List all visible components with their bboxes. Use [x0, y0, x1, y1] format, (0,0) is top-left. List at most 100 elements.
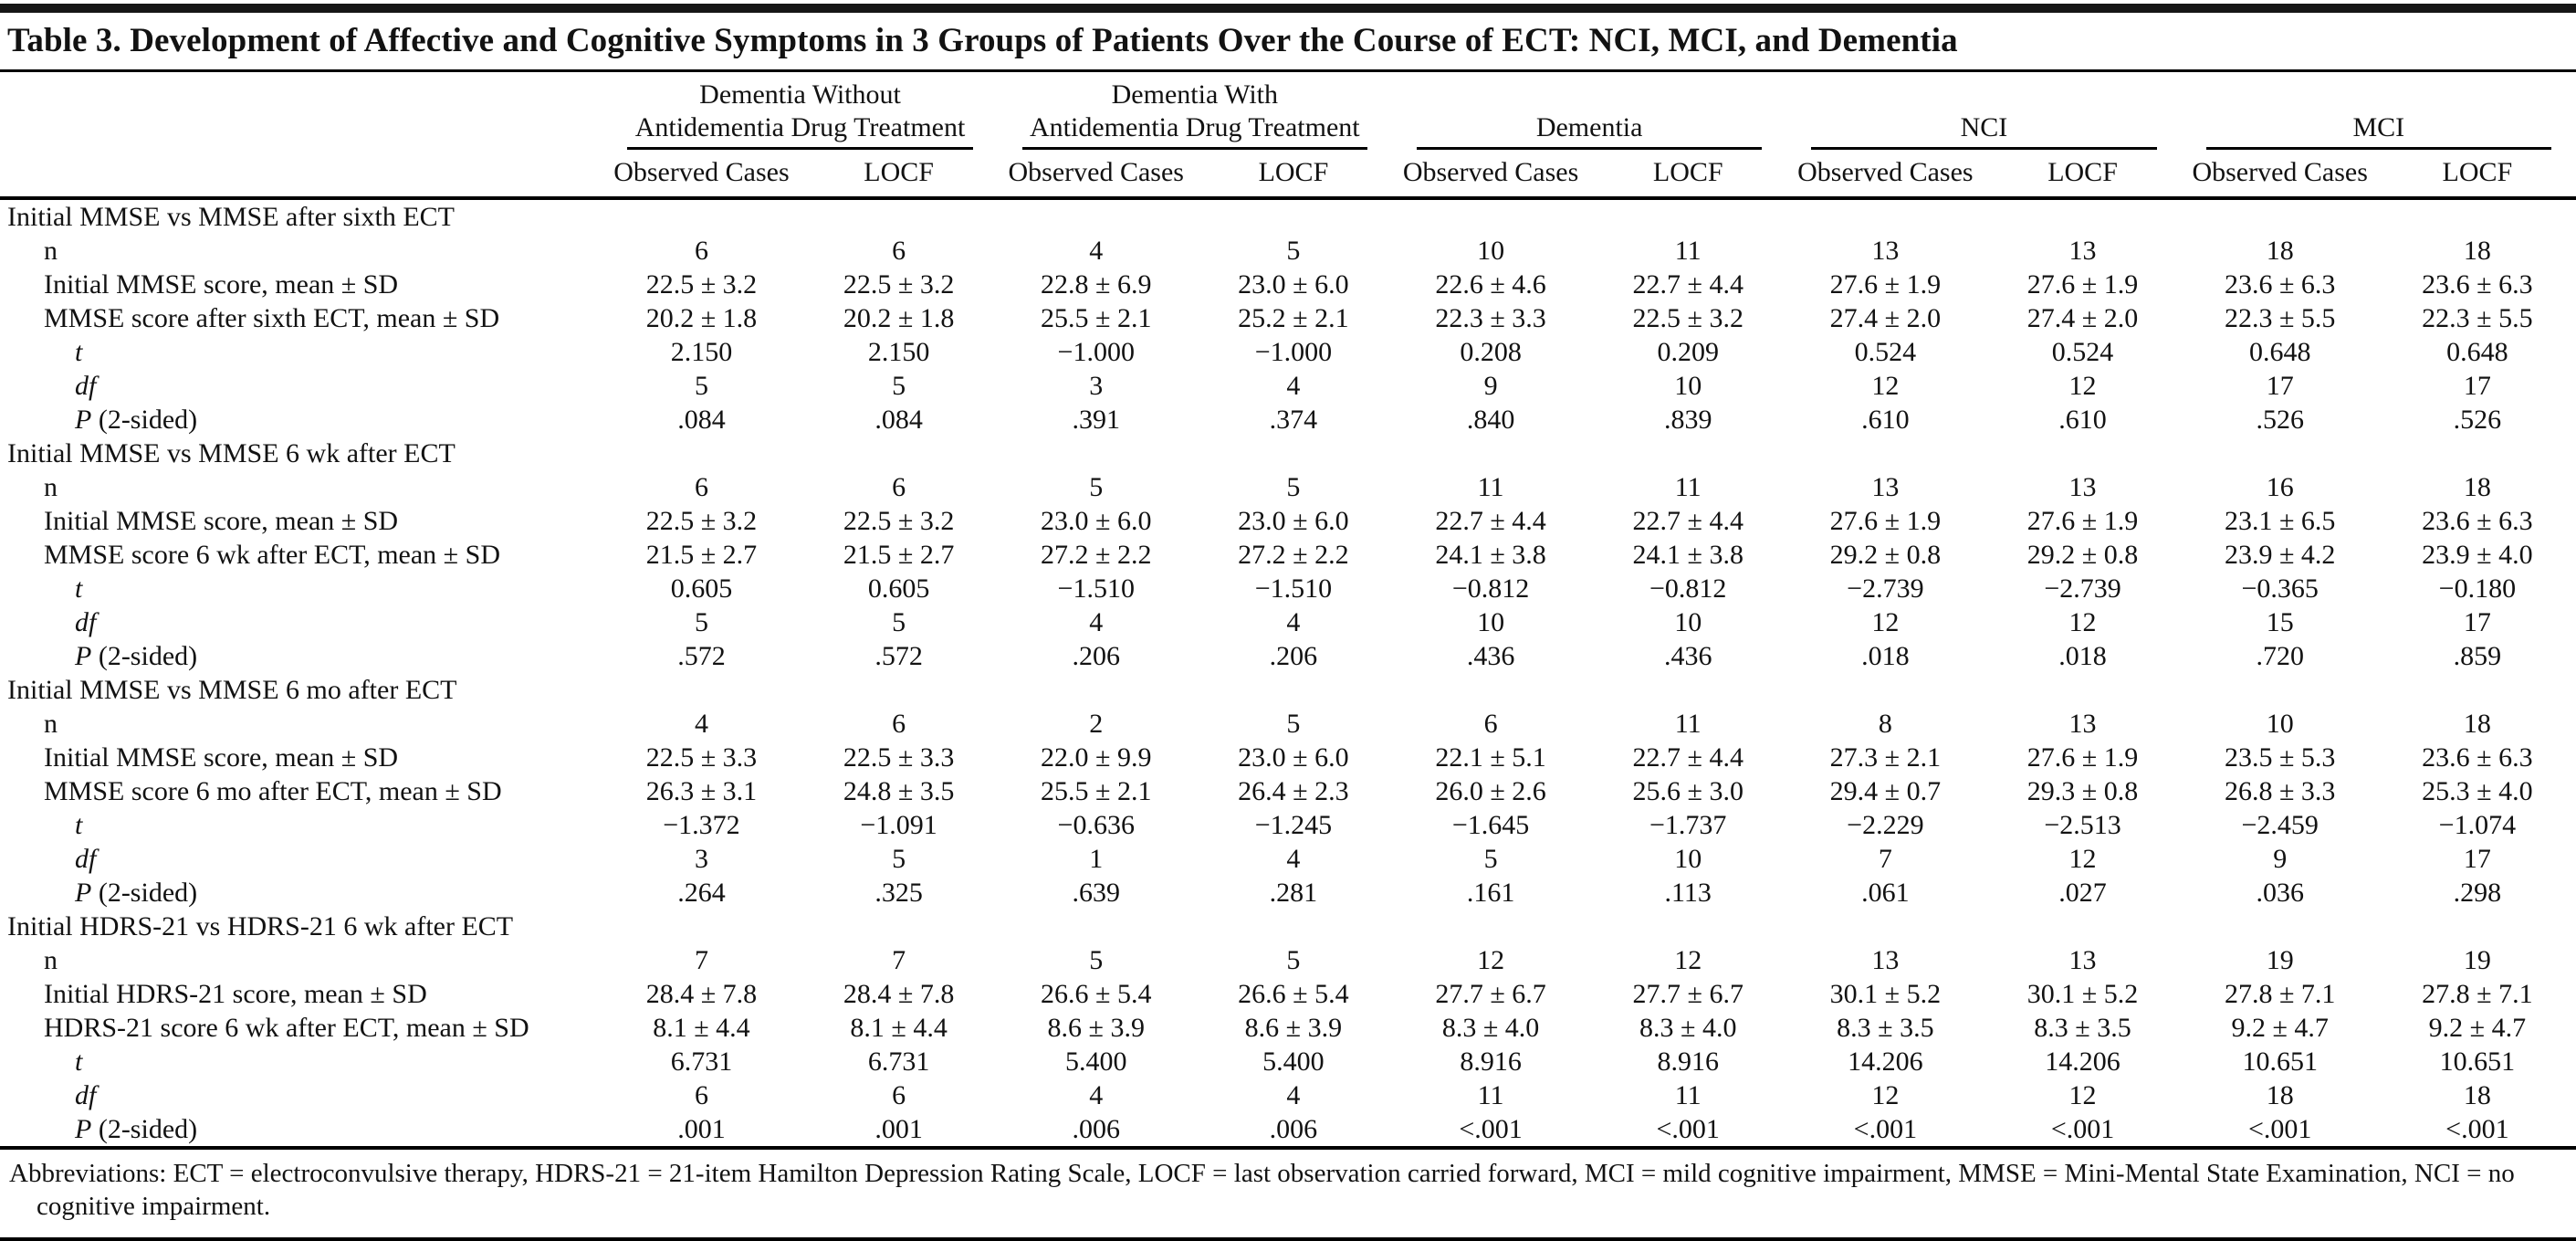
row-label: df: [75, 844, 97, 874]
cell: 12: [1871, 607, 1900, 637]
cell: 22.0 ± 9.9: [1041, 742, 1152, 773]
cell: 11: [1477, 472, 1504, 502]
table-row: t 0.605 0.605 −1.510 −1.510 −0.812 −0.812 −2.73…: [0, 572, 2576, 605]
cell: −2.513: [2044, 810, 2121, 840]
cell: 8.916: [1657, 1046, 1719, 1077]
cell: 27.4 ± 2.0: [1829, 303, 1942, 333]
group-label: MCI: [2205, 79, 2551, 150]
cell: 14.206: [1848, 1046, 1923, 1077]
cell: 0.605: [670, 573, 733, 604]
cell: 22.7 ± 4.4: [1632, 269, 1744, 300]
table-row: Initial MMSE score, mean ± SD 22.5 ± 3.3 2…: [0, 741, 2576, 774]
cell: 13: [1871, 945, 1900, 975]
cell: −1.510: [1057, 573, 1135, 604]
cell: 8.3 ± 4.0: [1441, 1013, 1540, 1043]
cell: 22.5 ± 3.2: [645, 506, 758, 536]
cell: 11: [1674, 236, 1702, 266]
cell: <.001: [2445, 1114, 2509, 1144]
table-row: t 6.731 6.731 5.400 5.400 8.916 8.916 14.206 14.…: [0, 1045, 2576, 1078]
cell: 27.4 ± 2.0: [2026, 303, 2139, 333]
cell: .084: [677, 405, 726, 435]
results-table: Dementia Without Antidementia Drug Treat…: [0, 72, 2576, 1146]
table-row: P (2-sided) .264 .325 .639 .281 .161 .113 .061.…: [0, 876, 2576, 910]
table-row: MMSE score after sixth ECT, mean ± SD 20.…: [0, 301, 2576, 335]
cell: 7: [892, 945, 906, 975]
cell: 21.5 ± 2.7: [843, 540, 955, 570]
cell: 9.2 ± 4.7: [2231, 1013, 2329, 1043]
cell: .526: [2453, 405, 2502, 435]
cell: .061: [1861, 878, 1910, 908]
group-header-dementia-with: Dementia With Antidementia Drug Treatmen…: [998, 72, 1392, 151]
cell: 22.5 ± 3.3: [843, 742, 955, 773]
cell: 26.6 ± 5.4: [1238, 979, 1349, 1009]
cell: 22.3 ± 5.5: [2224, 303, 2336, 333]
table-row: t −1.372 −1.091 −0.636 −1.245 −1.645 −1.737 −2.…: [0, 808, 2576, 842]
cell: .027: [2058, 878, 2107, 908]
cell: 1: [1089, 844, 1104, 874]
cell: 4: [1089, 607, 1104, 637]
cell: 23.5 ± 5.3: [2224, 742, 2336, 773]
cell: 27.7 ± 6.7: [1435, 979, 1546, 1009]
cell: 6: [694, 472, 708, 502]
row-label: df: [75, 607, 97, 637]
cell: 5: [892, 844, 906, 874]
cell: 22.1 ± 5.1: [1435, 742, 1546, 773]
cell: 5: [1089, 945, 1104, 975]
cell: 2: [1089, 709, 1104, 739]
cell: −0.180: [2438, 573, 2517, 604]
cell: 24.8 ± 3.5: [843, 776, 955, 806]
cell: −1.074: [2438, 810, 2517, 840]
cell: 8.3 ± 3.5: [2034, 1013, 2131, 1043]
cell: .436: [1663, 641, 1712, 671]
section-label: Initial MMSE vs MMSE after sixth ECT: [7, 202, 455, 232]
cell: .572: [874, 641, 923, 671]
cell: 18: [2266, 1080, 2294, 1110]
cell: 13: [2068, 709, 2097, 739]
row-label: Initial HDRS-21 score, mean ± SD: [44, 979, 427, 1009]
cell: .526: [2256, 405, 2304, 435]
cell: 23.0 ± 6.0: [1238, 269, 1349, 300]
cell: 13: [1871, 472, 1900, 502]
cell: 27.6 ± 1.9: [2026, 269, 2139, 300]
cell: 8: [1878, 709, 1892, 739]
cell: 8.6 ± 3.9: [1047, 1013, 1145, 1043]
cell: −2.739: [2044, 573, 2121, 604]
cell: .006: [1269, 1114, 1318, 1144]
cell: 22.7 ± 4.4: [1632, 506, 1744, 536]
cell: 21.5 ± 2.7: [645, 540, 758, 570]
cell: 6: [892, 472, 906, 502]
cell: 11: [1674, 472, 1702, 502]
cell: .281: [1269, 878, 1318, 908]
top-rule-bar: [0, 4, 2576, 13]
row-label: n: [44, 709, 58, 739]
cell: .036: [2256, 878, 2304, 908]
cell: 4: [1286, 371, 1301, 401]
row-label: P (2-sided): [75, 878, 198, 908]
cell: 12: [1674, 945, 1702, 975]
group-label: Dementia With Antidementia Drug Treatmen…: [1021, 79, 1367, 150]
cell: 5: [1286, 236, 1301, 266]
cell: 3: [1089, 371, 1104, 401]
cell: −1.372: [663, 810, 740, 840]
cell: .001: [874, 1114, 923, 1144]
group-header-mci: MCI: [2182, 72, 2576, 151]
cell: 5: [1286, 709, 1301, 739]
row-label: MMSE score after sixth ECT, mean ± SD: [44, 303, 500, 333]
row-label: P (2-sided): [75, 641, 198, 671]
cell: −2.739: [1847, 573, 1924, 604]
cell: 27.3 ± 2.1: [1829, 742, 1942, 773]
cell: 16: [2266, 472, 2294, 502]
page: Table 3. Development of Affective and Co…: [0, 4, 2576, 1241]
cell: 7: [1878, 844, 1892, 874]
row-label: t: [75, 1046, 83, 1077]
table-row: Initial HDRS-21 score, mean ± SD 28.4 ± 7…: [0, 977, 2576, 1011]
cell: 6: [892, 236, 906, 266]
cell: 9: [1483, 371, 1498, 401]
cell: .572: [677, 641, 726, 671]
subheader-locf: LOCF: [1589, 151, 1787, 200]
cell: 0.648: [2446, 337, 2508, 367]
cell: 12: [2068, 371, 2097, 401]
cell: .374: [1269, 405, 1318, 435]
cell: 23.0 ± 6.0: [1238, 742, 1349, 773]
cell: .001: [677, 1114, 726, 1144]
